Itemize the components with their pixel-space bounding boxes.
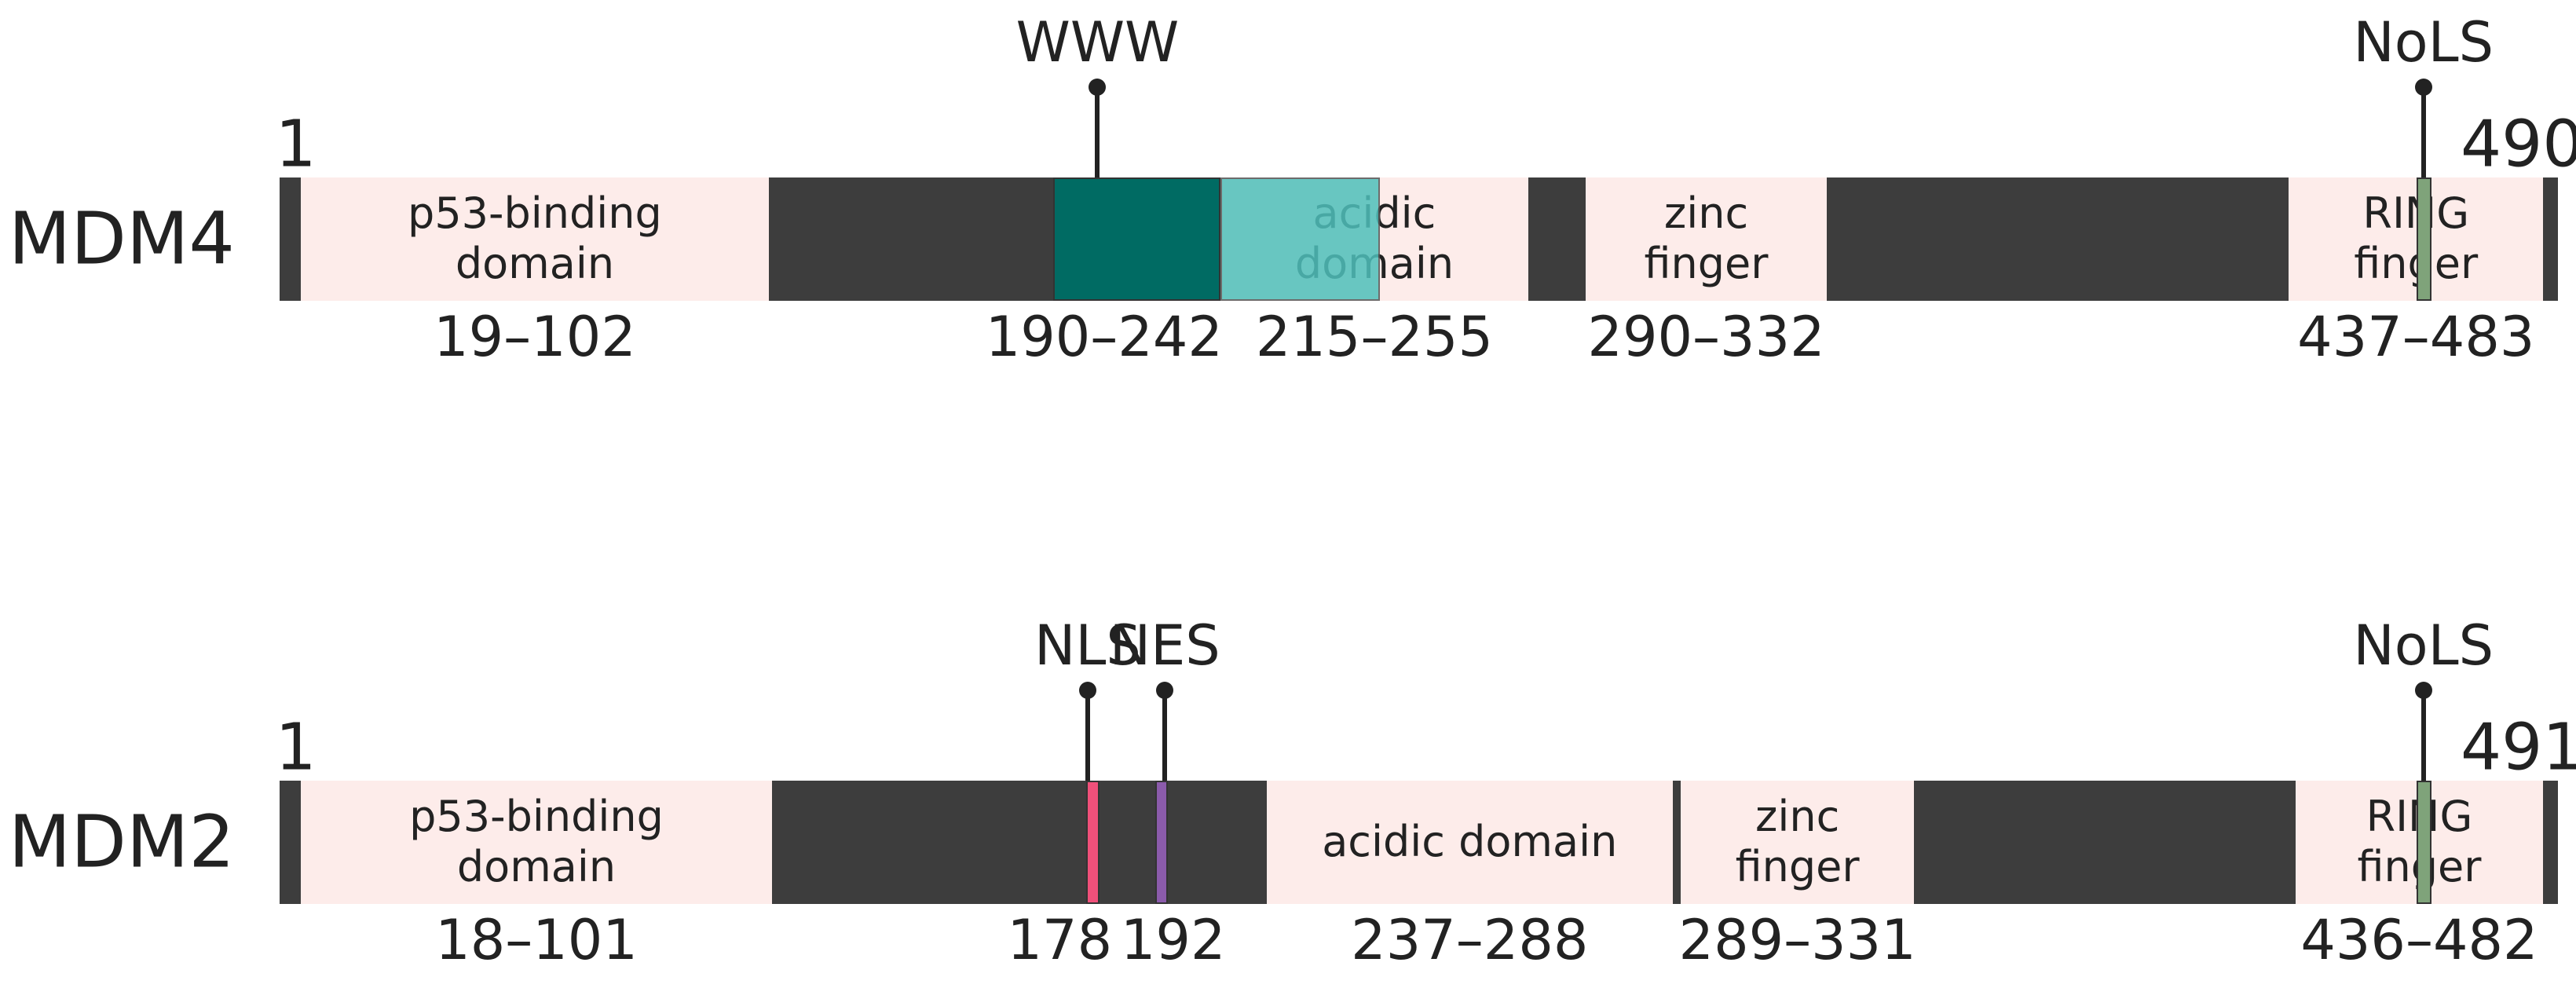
range-label: 18–101 [435,907,638,972]
motif-overlap [1220,177,1381,301]
pin-head [1078,681,1096,699]
range-label: 190–242 [985,304,1223,369]
range-label: 192 [1120,907,1226,972]
motif-box [2417,177,2432,301]
domain-label: acidic domain [1322,817,1618,867]
range-label: 178 [1007,907,1113,972]
motif-label: NLS [1034,613,1141,679]
pin-head [2414,78,2432,96]
pin [2420,86,2426,177]
domain: p53-binding domain [300,780,773,904]
domain-label: p53-binding domain [409,792,664,892]
start-label: 1 [275,107,317,182]
range-label: 437–483 [2297,304,2535,369]
end-label: 491 [2460,710,2576,785]
motif-label: WWW [1015,10,1180,75]
motif-label: NoLS [2353,10,2494,75]
end-label: 490 [2460,107,2576,182]
pin-head [1089,78,1107,96]
domain-label: RING finger [2354,188,2479,289]
protein-name: MDM4 [8,196,235,281]
domain-label: zinc finger [1735,792,1860,892]
protein-name: MDM2 [8,800,235,884]
domain: acidic domain [1266,780,1673,904]
motif-box [2417,780,2432,904]
domain-label: p53-binding domain [408,188,662,289]
motif-box [1052,177,1221,301]
domain-label: zinc finger [1644,188,1769,289]
range-label: 19–102 [434,304,636,369]
pin-head [2414,681,2432,699]
motif-box [1085,780,1100,904]
range-label: 237–288 [1351,907,1589,972]
pin [1162,690,1168,781]
start-label: 1 [275,710,317,785]
pin [1085,690,1090,781]
pin [1095,86,1100,177]
domain: zinc finger [1681,780,1915,904]
domain: p53-binding domain [300,177,770,301]
pin [2420,690,2426,781]
motif-box [1154,780,1169,904]
domain: RING finger [2289,177,2544,301]
domain: zinc finger [1585,177,1828,301]
range-label: 215–255 [1255,304,1494,369]
range-label: 290–332 [1587,304,1825,369]
motif-label: NoLS [2353,613,2494,679]
range-label: 436–482 [2300,907,2538,972]
motif-label: NES [1109,613,1220,679]
range-label: 289–331 [1678,907,1916,972]
pin-head [1156,681,1174,699]
